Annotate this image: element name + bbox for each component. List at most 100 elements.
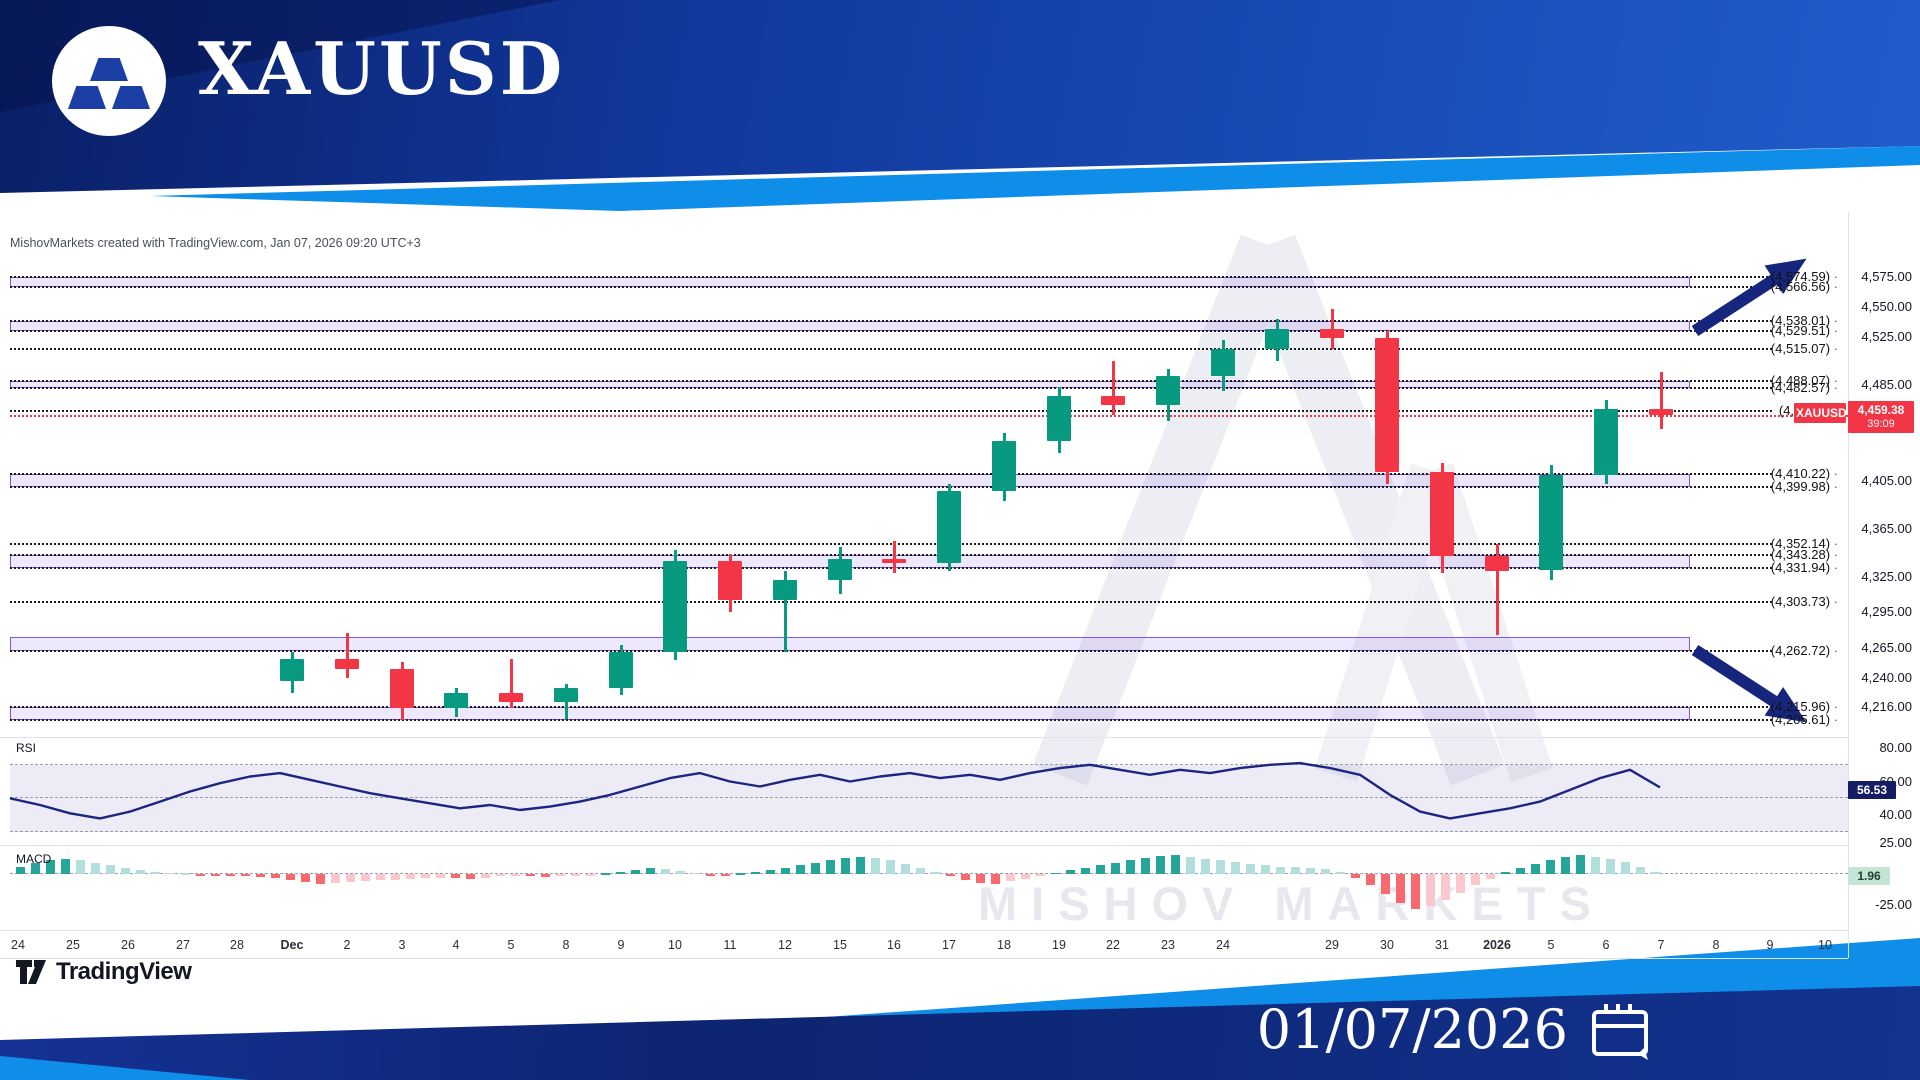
time-axis-label: 6 <box>1602 938 1610 952</box>
candle-body <box>1594 408 1618 475</box>
macd-histogram-bar <box>810 862 820 874</box>
price-scale-label: 4,575.00 <box>1861 269 1912 284</box>
macd-histogram-bar <box>90 862 100 874</box>
macd-histogram-bar <box>765 869 775 874</box>
macd-histogram-bar <box>360 874 370 881</box>
price-scale-label: 4,325.00 <box>1861 568 1912 584</box>
level-label: (4,331.94) <box>1728 560 1838 575</box>
macd-histogram-bar <box>210 874 220 876</box>
macd-histogram-bar <box>420 874 430 879</box>
time-axis-label: 2026 <box>1483 938 1511 952</box>
pane-divider <box>0 930 1848 931</box>
macd-pane-label: MACD <box>16 852 52 866</box>
rsi-gridline <box>10 763 1848 765</box>
macd-histogram-bar <box>615 871 625 874</box>
rsi-value-badge: 56.53 <box>1848 781 1896 799</box>
macd-histogram-bar <box>1065 870 1075 874</box>
macd-histogram-bar <box>1050 872 1060 875</box>
candle-body <box>280 659 304 681</box>
rsi-gridline <box>10 830 1848 832</box>
level-line <box>10 542 1772 545</box>
level-line <box>10 330 1772 333</box>
level-line <box>10 706 1772 709</box>
time-axis-label: 24 <box>1216 938 1230 952</box>
time-axis-label: 5 <box>507 938 515 952</box>
time-axis-label: 19 <box>1052 938 1066 952</box>
macd-histogram-bar <box>1260 865 1270 874</box>
symbol-price-flag: XAUUSD <box>1794 403 1847 423</box>
macd-histogram-bar <box>165 872 175 875</box>
macd-histogram-bar <box>885 860 895 874</box>
macd-histogram-bar <box>870 857 880 874</box>
macd-histogram-bar <box>1500 871 1510 874</box>
level-label: (4,262.72) <box>1728 643 1838 658</box>
level-line <box>10 286 1772 289</box>
macd-histogram-bar <box>900 864 910 874</box>
candle-body <box>828 558 852 581</box>
gold-bars-logo <box>52 26 166 136</box>
macd-histogram-bar <box>315 874 325 884</box>
page-title-symbol: XAUUSD <box>198 26 566 111</box>
macd-histogram-bar <box>510 874 520 876</box>
macd-histogram-bar <box>600 873 610 875</box>
macd-histogram-bar <box>1230 862 1240 874</box>
macd-zero-line <box>10 873 1848 874</box>
mishov-markets-watermark-text: MISHOV MARKETS <box>978 877 1605 930</box>
level-label: (4,410.22) <box>1728 466 1838 481</box>
time-axis-label: 7 <box>1657 938 1665 952</box>
level-label: (4,303.73) <box>1728 594 1838 609</box>
time-axis-label: 8 <box>1712 938 1720 952</box>
macd-histogram-bar <box>630 869 640 874</box>
time-axis-label: 30 <box>1380 938 1394 952</box>
supply-demand-zone <box>10 636 1690 652</box>
macd-histogram-bar <box>735 873 745 875</box>
candle-wick <box>1659 371 1663 430</box>
macd-histogram-bar <box>15 866 25 874</box>
macd-histogram-bar <box>795 865 805 874</box>
macd-histogram-bar <box>840 857 850 874</box>
candle-body <box>992 441 1016 492</box>
candle-body <box>609 651 633 688</box>
time-axis-label: 15 <box>833 938 847 952</box>
macd-histogram-bar <box>150 871 160 874</box>
macd-histogram-bar <box>1620 862 1630 874</box>
time-axis-label: 22 <box>1106 938 1120 952</box>
macd-histogram-bar <box>540 874 550 878</box>
price-scale-label: 4,485.00 <box>1861 376 1912 392</box>
tradingview-attribution[interactable]: TradingView <box>14 956 192 988</box>
candle-body <box>1539 474 1563 571</box>
macd-histogram-bar <box>960 874 970 881</box>
candle-body <box>718 560 742 601</box>
price-scale-label: 4,240.00 <box>1861 670 1912 686</box>
macd-histogram-bar <box>180 873 190 875</box>
time-axis-label: 16 <box>887 938 901 952</box>
macd-histogram-bar <box>225 874 235 876</box>
macd-histogram-bar <box>930 871 940 874</box>
macd-value-badge: 1.96 <box>1848 867 1890 885</box>
macd-histogram-bar <box>780 867 790 874</box>
time-axis-label: 29 <box>1325 938 1339 952</box>
time-axis-label: 9 <box>1766 938 1774 952</box>
level-line <box>10 380 1772 383</box>
level-label: (4,566.56) <box>1728 279 1838 294</box>
macd-histogram-bar <box>1590 856 1600 874</box>
level-label: (4,482.57) <box>1728 380 1838 395</box>
macd-histogram-bar <box>60 859 70 874</box>
level-line <box>10 650 1772 653</box>
bar-countdown: 39:09 <box>1867 418 1895 430</box>
macd-histogram-bar <box>720 874 730 876</box>
pane-divider <box>0 958 1848 959</box>
macd-histogram-bar <box>1305 867 1315 874</box>
candle-wick <box>783 570 787 652</box>
candle-body <box>1430 472 1454 557</box>
macd-histogram-bar <box>1515 867 1525 874</box>
price-scale-divider <box>1848 212 1849 958</box>
macd-histogram-bar <box>1245 864 1255 874</box>
macd-histogram-bar <box>825 860 835 874</box>
macd-histogram-bar <box>195 874 205 876</box>
macd-histogram-bar <box>1530 864 1540 874</box>
time-axis-label: 10 <box>668 938 682 952</box>
macd-histogram-bar <box>135 870 145 874</box>
candle-body <box>390 668 414 709</box>
